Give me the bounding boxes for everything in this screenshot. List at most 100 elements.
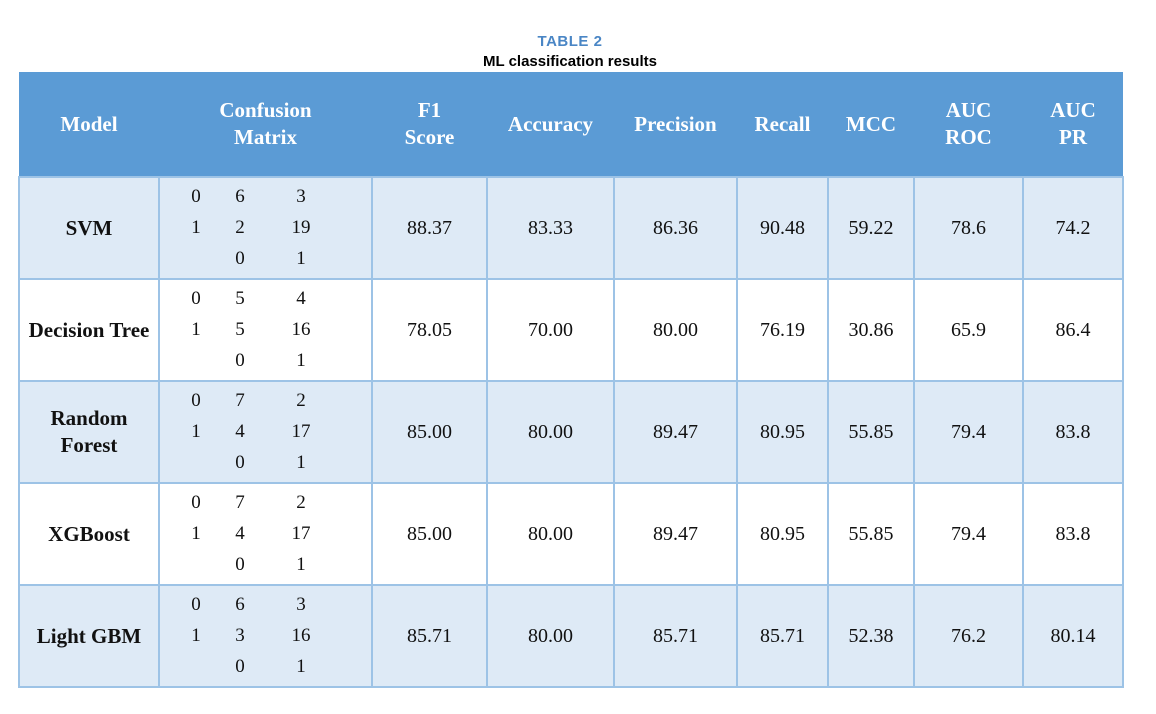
mcc-value: 59.22 xyxy=(827,176,915,280)
cm-cell: 1 xyxy=(296,248,306,269)
table-row: SVM 0 6 3 1 2 19 0 1 88.37 83.33 86.36 9… xyxy=(18,176,1124,280)
header-accuracy: Accuracy xyxy=(487,72,614,177)
auc-roc-value: 79.4 xyxy=(913,380,1024,484)
cm-cell: 5 xyxy=(235,288,245,309)
model-name: Decision Tree xyxy=(18,278,160,382)
cm-cell: 5 xyxy=(235,319,245,340)
cm-cell: 16 xyxy=(291,625,311,646)
f1-score-value: 85.71 xyxy=(371,584,488,688)
header-recall: Recall xyxy=(737,72,828,177)
confusion-matrix: 0 7 2 1 4 17 0 1 xyxy=(158,380,373,484)
cm-cell: 1 xyxy=(191,319,201,340)
recall-value: 85.71 xyxy=(736,584,829,688)
cm-cell: 7 xyxy=(235,390,245,411)
precision-value: 89.47 xyxy=(613,380,738,484)
cm-cell: 0 xyxy=(235,350,245,371)
cm-cell: 1 xyxy=(296,350,306,371)
cm-cell: 0 xyxy=(235,656,245,677)
cm-cell: 0 xyxy=(191,186,201,207)
cm-cell: 4 xyxy=(235,523,245,544)
cm-cell: 7 xyxy=(235,492,245,513)
auc-pr-value: 83.8 xyxy=(1022,380,1124,484)
confusion-matrix: 0 6 3 1 2 19 0 1 xyxy=(158,176,373,280)
header-row: Model Confusion Matrix F1 Score Accuracy… xyxy=(19,72,1123,177)
table-row: XGBoost 0 7 2 1 4 17 0 1 85.00 80.00 89.… xyxy=(18,482,1124,586)
recall-value: 80.95 xyxy=(736,380,829,484)
precision-value: 80.00 xyxy=(613,278,738,382)
auc-pr-value: 86.4 xyxy=(1022,278,1124,382)
mcc-value: 30.86 xyxy=(827,278,915,382)
accuracy-value: 80.00 xyxy=(486,482,615,586)
confusion-matrix: 0 5 4 1 5 16 0 1 xyxy=(158,278,373,382)
precision-value: 86.36 xyxy=(613,176,738,280)
header-confusion-matrix: Confusion Matrix xyxy=(159,72,372,177)
accuracy-value: 80.00 xyxy=(486,584,615,688)
cm-cell: 19 xyxy=(291,217,311,238)
cm-cell: 2 xyxy=(296,390,306,411)
table-label: TABLE 2 xyxy=(537,33,603,50)
cm-cell: 0 xyxy=(235,554,245,575)
model-name: Light GBM xyxy=(18,584,160,688)
auc-roc-value: 65.9 xyxy=(913,278,1024,382)
f1-score-value: 85.00 xyxy=(371,482,488,586)
header-precision: Precision xyxy=(614,72,737,177)
mcc-value: 55.85 xyxy=(827,482,915,586)
table-title: ML classification results xyxy=(483,53,657,70)
cm-cell: 2 xyxy=(235,217,245,238)
recall-value: 76.19 xyxy=(736,278,829,382)
cm-cell: 1 xyxy=(191,217,201,238)
cm-cell: 0 xyxy=(191,288,201,309)
cm-cell: 3 xyxy=(296,186,306,207)
cm-cell: 0 xyxy=(191,390,201,411)
cm-cell: 3 xyxy=(235,625,245,646)
f1-score-value: 78.05 xyxy=(371,278,488,382)
model-name: SVM xyxy=(18,176,160,280)
auc-pr-value: 80.14 xyxy=(1022,584,1124,688)
cm-cell: 0 xyxy=(191,492,201,513)
table-row: Decision Tree 0 5 4 1 5 16 0 1 78.05 70.… xyxy=(18,278,1124,382)
cm-cell: 6 xyxy=(235,186,245,207)
cm-cell: 1 xyxy=(191,625,201,646)
recall-value: 90.48 xyxy=(736,176,829,280)
cm-cell: 0 xyxy=(235,452,245,473)
cm-cell: 17 xyxy=(291,523,311,544)
model-name: XGBoost xyxy=(18,482,160,586)
mcc-value: 52.38 xyxy=(827,584,915,688)
confusion-matrix: 0 7 2 1 4 17 0 1 xyxy=(158,482,373,586)
cm-cell: 1 xyxy=(191,523,201,544)
header-f1-score: F1 Score xyxy=(372,72,487,177)
table-row: Random Forest 0 7 2 1 4 17 0 1 85.00 80.… xyxy=(18,380,1124,484)
cm-cell: 1 xyxy=(296,452,306,473)
auc-roc-value: 76.2 xyxy=(913,584,1024,688)
cm-cell: 1 xyxy=(296,554,306,575)
header-auc-pr: AUC PR xyxy=(1023,72,1123,177)
accuracy-value: 83.33 xyxy=(486,176,615,280)
confusion-matrix: 0 6 3 1 3 16 0 1 xyxy=(158,584,373,688)
recall-value: 80.95 xyxy=(736,482,829,586)
precision-value: 85.71 xyxy=(613,584,738,688)
table-row: Light GBM 0 6 3 1 3 16 0 1 85.71 80.00 8… xyxy=(18,584,1124,688)
auc-pr-value: 83.8 xyxy=(1022,482,1124,586)
auc-roc-value: 78.6 xyxy=(913,176,1024,280)
f1-score-value: 88.37 xyxy=(371,176,488,280)
header-auc-roc: AUC ROC xyxy=(914,72,1023,177)
cm-cell: 4 xyxy=(235,421,245,442)
accuracy-value: 70.00 xyxy=(486,278,615,382)
cm-cell: 0 xyxy=(191,594,201,615)
cm-cell: 17 xyxy=(291,421,311,442)
accuracy-value: 80.00 xyxy=(486,380,615,484)
cm-cell: 6 xyxy=(235,594,245,615)
results-table: Model Confusion Matrix F1 Score Accuracy… xyxy=(18,72,1124,688)
cm-cell: 1 xyxy=(296,656,306,677)
precision-value: 89.47 xyxy=(613,482,738,586)
cm-cell: 0 xyxy=(235,248,245,269)
model-name: Random Forest xyxy=(18,380,160,484)
header-model: Model xyxy=(19,72,159,177)
cm-cell: 1 xyxy=(191,421,201,442)
cm-cell: 16 xyxy=(291,319,311,340)
cm-cell: 2 xyxy=(296,492,306,513)
auc-roc-value: 79.4 xyxy=(913,482,1024,586)
cm-cell: 4 xyxy=(296,288,306,309)
auc-pr-value: 74.2 xyxy=(1022,176,1124,280)
header-mcc: MCC xyxy=(828,72,914,177)
